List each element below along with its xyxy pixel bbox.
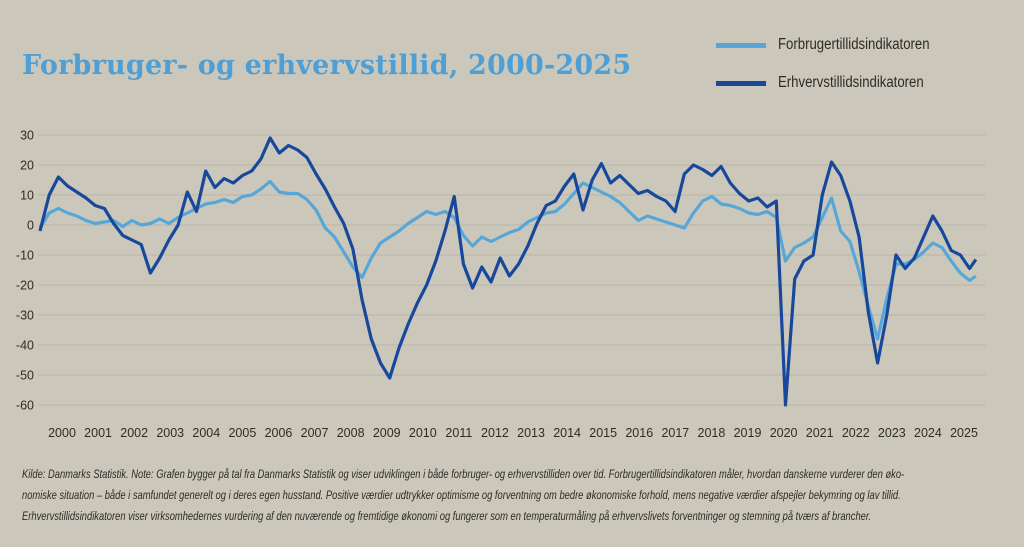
x-tick-label: 2005: [228, 426, 256, 440]
footnote-line: nomiske situation – både i samfundet gen…: [22, 488, 901, 502]
y-tick-label: -40: [16, 339, 34, 353]
x-tick-label: 2004: [192, 426, 220, 440]
x-tick-label: 2000: [48, 426, 76, 440]
y-tick-label: -30: [16, 309, 34, 323]
x-tick-label: 2021: [806, 426, 834, 440]
x-tick-label: 2008: [337, 426, 365, 440]
x-tick-label: 2002: [120, 426, 148, 440]
erhverv-line-swatch-icon: [716, 80, 766, 86]
y-tick-label: 0: [27, 219, 34, 233]
x-tick-label: 2012: [481, 426, 509, 440]
x-tick-label: 2006: [265, 426, 293, 440]
y-tick-label: 30: [20, 129, 34, 143]
legend-label-erhverv: Erhvervstillidsindikatoren: [778, 74, 924, 91]
y-tick-label: -50: [16, 369, 34, 383]
x-tick-label: 2010: [409, 426, 437, 440]
legend-item: Erhvervstillidsindikatoren: [716, 71, 956, 95]
footnote: Kilde: Danmarks Statistik. Note: Grafen …: [22, 464, 1024, 527]
x-tick-label: 2011: [445, 426, 472, 440]
x-tick-label: 2019: [734, 426, 762, 440]
erhverv-series-line: [38, 136, 978, 407]
legend-item: Forbrugertillidsindikatoren: [716, 33, 956, 57]
x-tick-label: 2015: [589, 426, 617, 440]
x-tick-label: 2013: [517, 426, 545, 440]
x-tick-label: 2003: [156, 426, 184, 440]
y-tick-label: 20: [20, 159, 34, 173]
y-tick-label: -10: [16, 249, 34, 263]
legend-label-forbruger: Forbrugertillidsindikatoren: [778, 36, 930, 53]
y-tick-label: -20: [16, 279, 34, 293]
footnote-line: Erhvervstillidsindikatoren viser virksom…: [22, 509, 872, 523]
y-tick-label: -60: [16, 399, 34, 413]
gridlines: 30 20 10 0 -10 -20 -30 -40 -50 -60: [16, 129, 986, 413]
page-title: Forbruger- og erhvervstillid, 2000-2025: [22, 50, 632, 81]
footnote-line: Kilde: Danmarks Statistik. Note: Grafen …: [22, 467, 905, 481]
x-tick-label: 2020: [770, 426, 798, 440]
x-tick-label: 2025: [950, 426, 978, 440]
x-tick-label: 2018: [698, 426, 726, 440]
x-tick-label: 2017: [661, 426, 689, 440]
x-tick-label: 2024: [914, 426, 942, 440]
x-tick-label: 2001: [84, 426, 112, 440]
y-tick-label: 10: [20, 189, 34, 203]
x-tick-label: 2014: [553, 426, 581, 440]
x-tick-label: 2007: [301, 426, 329, 440]
legend: Forbrugertillidsindikatoren Erhvervstill…: [716, 33, 956, 95]
x-tick-label: 2023: [878, 426, 906, 440]
forbruger-line-swatch-icon: [716, 42, 766, 48]
x-tick-label: 2016: [625, 426, 653, 440]
x-tick-label: 2009: [373, 426, 401, 440]
x-tick-label: 2022: [842, 426, 870, 440]
